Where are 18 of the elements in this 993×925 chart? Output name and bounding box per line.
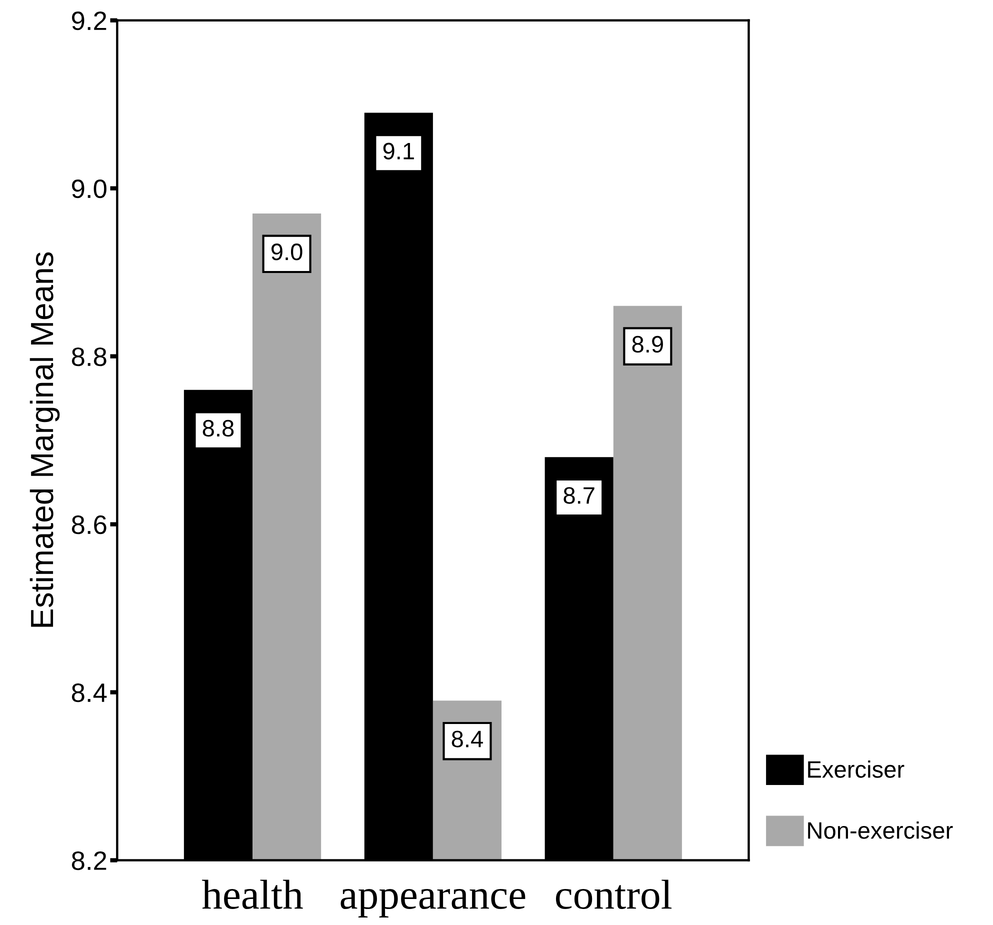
data-label: 9.1 <box>383 142 414 160</box>
text: 9.2 <box>72 11 106 30</box>
text: 9.0 <box>72 179 106 198</box>
y-axis-title: Estimated Marginal Means <box>30 252 60 627</box>
x-tick-label: appearance <box>340 888 526 918</box>
text: 8.2 <box>72 851 106 870</box>
data-label: 8.8 <box>202 420 234 437</box>
x-tick-label: control <box>556 880 672 910</box>
x-tick-label: health <box>202 880 303 910</box>
data-label: 8.4 <box>452 730 483 748</box>
text: 8.4 <box>72 683 107 702</box>
legend-label: Exerciser <box>808 760 904 778</box>
data-label: 8.7 <box>564 487 594 504</box>
data-label: 8.9 <box>632 336 663 353</box>
text: 8.8 <box>72 347 106 366</box>
data-label: 9.0 <box>271 244 302 260</box>
text: 8.6 <box>72 515 106 534</box>
legend-label: Non-exerciser <box>808 822 953 839</box>
